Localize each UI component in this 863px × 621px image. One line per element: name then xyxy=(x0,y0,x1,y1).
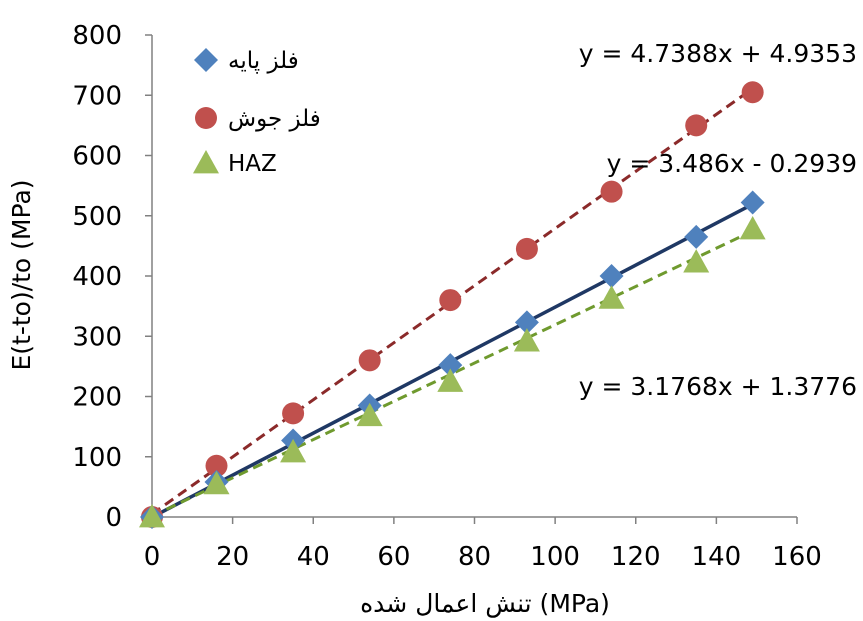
legend-label: فلز جوش xyxy=(228,106,321,132)
equation-base: y = 3.486x - 0.2939 xyxy=(607,149,857,178)
legend: فلز پایه فلز جوش HAZ xyxy=(193,48,321,177)
data-point-circle xyxy=(600,180,623,203)
legend-label: HAZ xyxy=(228,151,277,177)
legend-marker-circle xyxy=(195,107,217,129)
y-tick-label: 100 xyxy=(72,443,122,473)
equation-weld: y = 4.7388x + 4.9353 xyxy=(579,39,857,68)
y-tick-label: 800 xyxy=(72,21,122,51)
data-points xyxy=(139,81,766,529)
y-tick-label: 0 xyxy=(105,503,122,533)
data-point-triangle xyxy=(598,285,625,309)
x-tick-label: 0 xyxy=(144,542,161,572)
x-tick-label: 40 xyxy=(297,542,330,572)
data-point-triangle xyxy=(139,504,165,528)
data-point-triangle xyxy=(739,216,766,240)
x-tick-label: 160 xyxy=(772,542,822,572)
x-tick-label: 80 xyxy=(458,542,491,572)
data-point-diamond xyxy=(740,190,765,215)
legend-marker-diamond xyxy=(194,48,218,72)
data-point-circle xyxy=(282,402,305,425)
x-tick-label: 60 xyxy=(377,542,410,572)
data-point-triangle xyxy=(203,470,230,495)
data-point-triangle xyxy=(280,438,307,463)
data-point-diamond xyxy=(438,353,463,378)
data-point-triangle xyxy=(356,402,383,427)
legend-label: فلز پایه xyxy=(228,48,299,74)
data-point-triangle xyxy=(437,368,464,392)
x-tick-label: 140 xyxy=(692,542,742,572)
data-point-circle xyxy=(685,114,708,137)
data-point-diamond xyxy=(684,224,709,249)
data-point-triangle xyxy=(683,249,710,273)
y-tick-label: 700 xyxy=(72,81,122,111)
legend-marker-triangle xyxy=(193,150,219,174)
data-point-circle xyxy=(439,289,462,312)
equation-haz: y = 3.1768x + 1.3776 xyxy=(579,372,857,401)
data-point-diamond xyxy=(599,264,624,288)
data-point-circle xyxy=(205,454,228,477)
y-ticks: 0 100 200 300 400 500 600 700 800 xyxy=(72,21,152,533)
y-tick-label: 500 xyxy=(72,202,122,232)
data-point-triangle xyxy=(513,328,540,352)
x-tick-label: 120 xyxy=(611,542,661,572)
data-point-circle xyxy=(358,349,381,372)
x-ticks: 0 20 40 60 80 100 120 140 160 xyxy=(144,517,822,572)
data-point-circle xyxy=(741,81,764,104)
x-tick-label: 20 xyxy=(216,542,249,572)
data-point-circle xyxy=(515,237,538,260)
y-tick-label: 200 xyxy=(72,383,122,413)
y-tick-label: 300 xyxy=(72,322,122,352)
x-tick-label: 100 xyxy=(530,542,580,572)
y-tick-label: 400 xyxy=(72,262,122,292)
y-tick-label: 600 xyxy=(72,142,122,172)
data-point-diamond xyxy=(514,310,539,335)
y-axis-title: E(t-to)/to (MPa) xyxy=(7,179,36,370)
x-axis-title: (MPa) تنش اعمال شده xyxy=(360,589,610,618)
